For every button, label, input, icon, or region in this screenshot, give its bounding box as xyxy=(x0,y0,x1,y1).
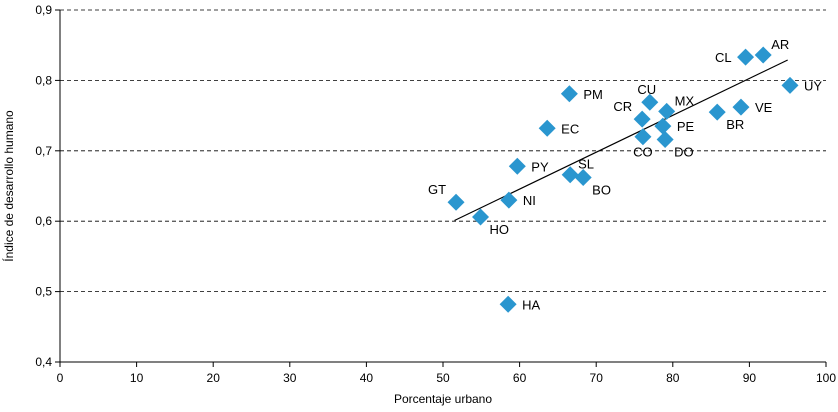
y-tick-label: 0,9 xyxy=(35,3,52,17)
label-cl: CL xyxy=(715,50,732,65)
point-uy xyxy=(781,76,799,94)
x-tick-label: 0 xyxy=(57,371,64,385)
label-pm: PM xyxy=(583,87,603,102)
gridlines xyxy=(60,9,826,293)
label-mx: MX xyxy=(675,93,695,108)
point-py xyxy=(508,157,526,175)
point-ve xyxy=(732,98,750,116)
x-tick-label: 30 xyxy=(283,371,297,385)
point-br xyxy=(708,103,726,121)
label-ar: AR xyxy=(771,37,789,52)
data-points xyxy=(447,46,799,313)
label-ec: EC xyxy=(561,121,579,136)
point-ni xyxy=(500,191,518,209)
label-uy: UY xyxy=(804,78,822,93)
x-tick-label: 80 xyxy=(666,371,680,385)
point-sl xyxy=(561,166,579,184)
point-pe xyxy=(654,117,672,135)
y-tick-label: 0,7 xyxy=(35,144,52,158)
y-axis-title: Índice de desarrollo humano xyxy=(1,110,16,262)
label-cu: CU xyxy=(637,82,656,97)
x-axis-title: Porcentaje urbano xyxy=(394,392,492,406)
point-ho xyxy=(472,208,490,226)
x-axis-ticks: 0 10 20 30 40 50 60 70 80 90 100 xyxy=(57,362,836,385)
point-bo xyxy=(574,169,592,187)
x-tick-label: 60 xyxy=(513,371,527,385)
x-tick-label: 100 xyxy=(816,371,836,385)
x-tick-label: 40 xyxy=(360,371,374,385)
x-tick-label: 70 xyxy=(590,371,604,385)
label-sl: SL xyxy=(578,157,594,172)
x-tick-label: 10 xyxy=(130,371,144,385)
label-py: PY xyxy=(531,159,549,174)
point-co xyxy=(634,128,652,146)
y-tick-label: 0,5 xyxy=(35,285,52,299)
point-cr xyxy=(633,110,651,128)
y-tick-label: 0,6 xyxy=(35,214,52,228)
label-bo: BO xyxy=(592,183,611,198)
point-ha xyxy=(499,295,517,313)
x-tick-label: 50 xyxy=(436,371,450,385)
label-gt: GT xyxy=(428,182,446,197)
label-ha: HA xyxy=(522,297,540,312)
point-mx xyxy=(658,102,676,120)
label-ni: NI xyxy=(523,193,536,208)
label-ho: HO xyxy=(490,222,510,237)
point-ar xyxy=(754,46,772,64)
label-co: CO xyxy=(633,145,653,160)
label-ve: VE xyxy=(755,100,773,115)
point-do xyxy=(656,131,674,149)
y-axis-ticks: 0,4 0,5 0,6 0,7 0,8 0,9 xyxy=(35,3,60,369)
label-cr: CR xyxy=(613,99,632,114)
x-tick-label: 90 xyxy=(743,371,757,385)
point-cu xyxy=(641,93,659,111)
label-do: DO xyxy=(674,145,694,160)
point-pm xyxy=(560,85,578,103)
x-tick-label: 20 xyxy=(207,371,221,385)
point-ec xyxy=(538,119,556,137)
point-gt xyxy=(447,193,465,211)
point-cl xyxy=(737,48,755,66)
y-tick-label: 0,8 xyxy=(35,73,52,87)
label-pe: PE xyxy=(677,119,695,134)
y-tick-label: 0,4 xyxy=(35,355,52,369)
label-br: BR xyxy=(726,117,744,132)
point-labels: AR CL UY VE BR PM CU MX CR PE EC CO DO PY SL BO GT NI HO HA xyxy=(428,37,822,312)
